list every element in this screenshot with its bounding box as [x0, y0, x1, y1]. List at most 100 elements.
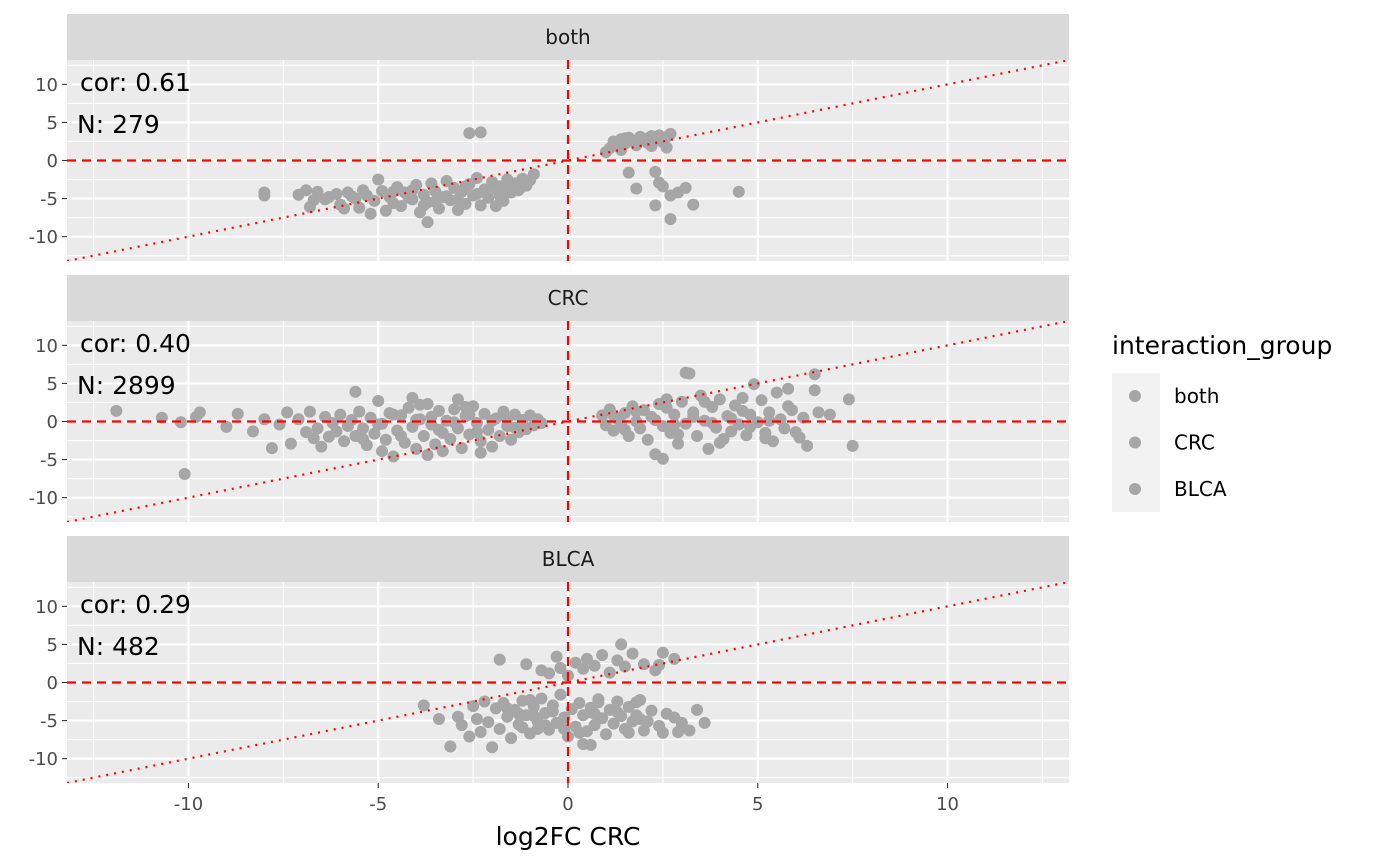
data-point: [281, 406, 294, 419]
data-point: [812, 406, 825, 419]
reference-lines: [67, 321, 1069, 522]
data-point: [672, 186, 685, 199]
data-point: [421, 449, 434, 461]
data-point: [273, 418, 286, 431]
data-point: [702, 442, 715, 455]
data-point: [436, 445, 449, 458]
data-point: [501, 412, 514, 425]
data-point: [778, 422, 791, 435]
y-tick-label: 10: [35, 336, 58, 357]
data-point: [653, 658, 666, 671]
data-point: [353, 405, 366, 418]
data-point: [463, 127, 476, 140]
data-point: [535, 692, 548, 705]
data-point: [387, 408, 400, 421]
data-point: [470, 713, 483, 726]
data-points: [110, 366, 859, 481]
data-point: [459, 180, 472, 193]
data-point: [763, 414, 776, 427]
data-point: [231, 407, 244, 420]
data-point: [470, 172, 483, 185]
legend-title: interaction_group: [1112, 331, 1332, 360]
data-point: [527, 710, 540, 722]
data-point: [656, 452, 669, 465]
data-point: [193, 406, 206, 419]
data-point: [516, 721, 529, 734]
data-point: [785, 404, 798, 417]
y-tick-label: 5: [47, 635, 58, 656]
data-point: [486, 741, 499, 754]
data-point: [372, 173, 385, 186]
data-point: [736, 391, 749, 404]
data-point: [713, 393, 726, 406]
data-point: [284, 437, 297, 450]
data-point: [303, 200, 316, 213]
data-point: [387, 450, 400, 463]
facet-strip-label: CRC: [548, 286, 589, 310]
data-point: [649, 413, 662, 426]
facet-BLCA: BLCA 10 5 0 -5 -10 cor: 0.29 N: 482: [29, 536, 1069, 783]
data-point: [478, 695, 491, 708]
data-point: [345, 413, 358, 426]
data-point: [429, 195, 442, 208]
data-point: [349, 385, 362, 398]
y-tick-label: -10: [29, 749, 58, 770]
data-point: [543, 667, 556, 680]
data-point: [660, 141, 673, 154]
data-point: [782, 382, 795, 395]
legend-item-label: BLCA: [1174, 477, 1227, 501]
y-axis: 10 5 0 -5 -10: [29, 597, 67, 770]
data-point: [641, 715, 654, 728]
data-point: [364, 207, 377, 220]
facet-strip-label: both: [545, 25, 590, 49]
facet-strip: [67, 275, 1069, 321]
correlation-annotation: cor: 0.40: [80, 329, 191, 358]
legend-key-point: [1129, 483, 1141, 495]
data-point: [732, 185, 745, 198]
data-point: [573, 697, 586, 710]
data-point: [546, 705, 559, 718]
y-axis: 10 5 0 -5 -10: [29, 75, 67, 248]
data-point: [664, 213, 677, 226]
data-point: [550, 650, 563, 663]
data-point: [493, 653, 506, 666]
x-tick-label: 5: [752, 794, 763, 815]
data-point: [808, 384, 821, 397]
data-point: [395, 429, 407, 442]
data-point: [592, 696, 605, 709]
data-point: [493, 722, 506, 735]
data-point: [603, 666, 616, 679]
data-point: [334, 408, 347, 421]
data-point: [307, 432, 320, 445]
data-point: [413, 398, 426, 411]
data-point: [622, 166, 635, 179]
y-axis: 10 5 0 -5 -10: [29, 336, 67, 509]
data-point: [801, 439, 814, 452]
data-point: [520, 658, 533, 671]
data-point: [258, 413, 271, 426]
data-point: [353, 201, 366, 214]
data-point: [687, 198, 700, 211]
data-point: [527, 168, 540, 181]
legend-items: both CRC BLCA: [1129, 384, 1227, 501]
data-point: [330, 425, 343, 438]
data-point: [744, 408, 757, 421]
data-point: [588, 707, 601, 720]
data-point: [641, 433, 654, 446]
data-points: [417, 638, 711, 754]
data-point: [448, 403, 461, 416]
data-point: [622, 726, 635, 739]
data-point: [372, 418, 385, 431]
data-point: [474, 725, 487, 738]
data-point: [630, 709, 643, 722]
facet-strip: [67, 14, 1069, 60]
data-point: [630, 182, 643, 195]
facet-strip-label: BLCA: [542, 547, 595, 571]
data-point: [425, 410, 438, 423]
data-point: [672, 437, 685, 450]
data-point: [637, 724, 650, 737]
data-point: [611, 706, 624, 719]
data-point: [698, 716, 711, 729]
data-point: [178, 468, 191, 481]
data-points: [258, 126, 745, 229]
